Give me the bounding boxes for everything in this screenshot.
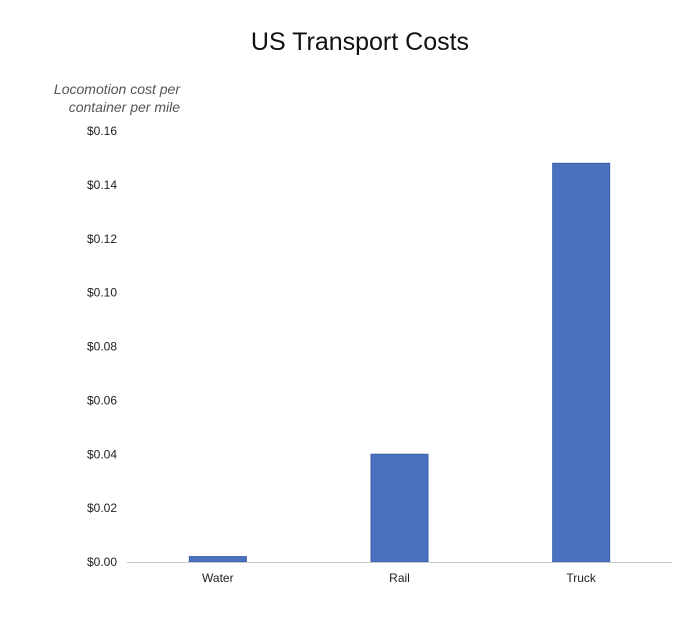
bar-water	[188, 556, 247, 563]
y-tick-label: $0.14	[87, 178, 117, 192]
y-axis-label: Locomotion cost per container per mile	[53, 81, 180, 115]
chart-title: US Transport Costs	[250, 28, 470, 56]
x-tick-label-truck: Truck	[566, 571, 597, 585]
y-axis-ticks: $0.00 $0.02 $0.04 $0.06 $0.08 $0.10 $0.12 $0.14…	[87, 124, 117, 569]
y-tick-label: $0.16	[87, 124, 117, 138]
y-tick-label: $0.02	[87, 501, 117, 515]
y-tick-label: $0.00	[87, 555, 117, 569]
x-axis-ticks: Water Rail Truck	[202, 571, 597, 585]
y-tick-label: $0.06	[87, 393, 117, 407]
bar-truck	[552, 162, 611, 563]
x-tick-label-rail: Rail	[389, 571, 410, 585]
bar-rail	[370, 453, 429, 563]
y-tick-label: $0.04	[87, 447, 117, 461]
y-tick-label: $0.08	[87, 340, 117, 354]
x-tick-label-water: Water	[202, 571, 234, 585]
y-tick-label: $0.10	[87, 286, 117, 300]
bars	[188, 162, 611, 563]
y-tick-label: $0.12	[87, 232, 117, 246]
